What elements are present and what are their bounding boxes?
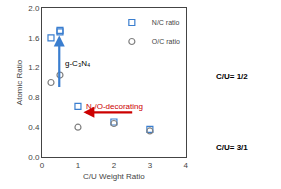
svg-text:O/C ratio: O/C ratio (152, 38, 180, 45)
svg-text:0.4: 0.4 (28, 123, 40, 132)
svg-text:Atomic Ratio: Atomic Ratio (15, 59, 24, 105)
svg-text:1: 1 (76, 161, 81, 170)
svg-text:3: 3 (148, 161, 153, 170)
svg-text:4: 4 (184, 161, 189, 170)
svg-text:g-C₃N₄: g-C₃N₄ (65, 59, 90, 68)
svg-text:2: 2 (112, 161, 117, 170)
svg-text:1.2: 1.2 (28, 63, 40, 72)
svg-text:N/C ratio: N/C ratio (152, 19, 180, 26)
svg-text:0.8: 0.8 (28, 93, 40, 102)
svg-text:C/U= 3/1: C/U= 3/1 (216, 143, 248, 152)
svg-text:0.0: 0.0 (28, 153, 40, 162)
svg-text:C/U= 1/2: C/U= 1/2 (216, 72, 248, 81)
svg-text:C/U Weight Ratio: C/U Weight Ratio (83, 172, 145, 181)
svg-text:2.0: 2.0 (28, 4, 40, 13)
svg-text:N-/O-decorating: N-/O-decorating (86, 102, 143, 111)
svg-text:0: 0 (40, 161, 45, 170)
svg-text:1.6: 1.6 (28, 34, 40, 43)
